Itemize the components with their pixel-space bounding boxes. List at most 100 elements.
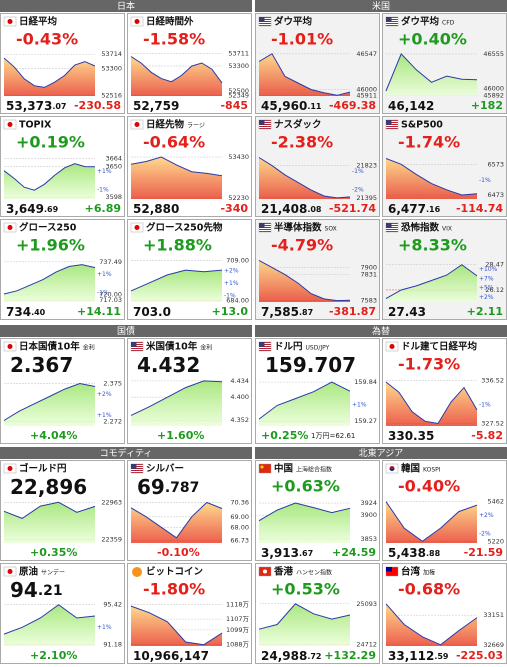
price-main: 6,477 [388,202,426,216]
pct-label: -1% [224,292,236,299]
change: -0.40% [398,477,460,496]
flag [130,222,144,233]
price-dec: .16 [426,205,441,214]
flag-stripe [259,345,271,346]
flag [130,16,144,27]
pct-label: +2% [97,391,112,398]
y-tick-label: 1118万 [226,600,250,608]
y-tick-label: 28.47 [485,261,504,269]
y-tick-label: 53430 [228,153,249,161]
change: -1.58% [143,30,205,49]
diff: +13.0 [212,305,249,318]
flag-canton [259,342,265,347]
panel-name: 台湾 [401,566,421,578]
panel-tag: CFD [442,20,455,27]
flag [385,463,399,474]
panel-name: 中国 [274,463,293,475]
diff: -5.82 [471,429,503,442]
price-main: 27.43 [388,305,426,319]
price-line [130,605,223,646]
price-line [3,264,96,295]
panel-name: 日経先物 [146,119,185,131]
price-main: 2.367 [10,353,73,377]
price: 10,966,147 [133,649,209,663]
pct-label: +7% [479,275,494,282]
panel-tag: ハンセン指数 [296,569,332,577]
y-tick-label: 46000 [356,85,377,93]
y-tick-label: 53300 [228,62,249,70]
area [131,56,222,96]
section-header [255,0,507,12]
area [4,383,95,426]
change: +1.60% [157,429,204,442]
panel-tag: 金利 [200,344,212,352]
change: -2.38% [271,133,333,152]
headline-price: 69.787 [137,475,199,499]
diff: +24.59 [332,546,376,559]
price-dec: .21 [38,583,63,599]
flag-dot [134,122,140,127]
price-line [385,381,478,425]
price-line [130,501,223,539]
flag [130,463,144,474]
change: +1.96% [16,236,85,255]
panel-name: 日経時間外 [146,16,194,28]
area [386,501,477,543]
price-main: 4.432 [137,353,200,377]
y-tick-label: 6573 [487,160,504,168]
price-line [258,53,351,96]
section-title: コモディティ [100,447,153,459]
y-tick-label: 6473 [487,191,504,199]
panel-name: 米国債10年 [145,341,198,353]
flag-star [260,465,264,469]
y-tick-label: 66.73 [230,537,249,545]
pct-label: +5% [479,285,494,292]
pct-label: -1% [479,177,491,184]
panel-name: 香港 [273,566,294,578]
y-tick-label: 52349 [228,92,249,100]
area [4,264,95,302]
flag-stripe [259,121,271,122]
flag-stripe [386,226,398,227]
diff: -225.03 [456,649,503,662]
panel-tag: サンデー [41,569,65,577]
y-tick-label: 3924 [360,499,377,507]
headline-price: 4.432 [137,353,200,377]
flag-dot [7,225,13,230]
area [4,502,95,543]
y-tick-label: 7831 [360,271,377,279]
y-tick-label: 68.00 [230,523,249,531]
price-line [258,502,351,522]
panel-name: ダウ平均 [274,16,313,28]
flag-stripe [131,345,143,346]
diff: -521.74 [329,202,376,215]
y-tick-label: 21823 [356,162,377,170]
y-tick-label: 25093 [356,600,377,608]
area [131,380,222,426]
panel [255,116,380,217]
footnote: 1万円=62.61 [311,432,355,440]
flag [130,119,144,130]
price-main: 3,913 [261,546,299,560]
flag-icon [258,463,272,474]
flag [3,463,17,474]
area [131,502,222,543]
flag-icon [132,567,142,577]
y-tick-label: 336.52 [481,376,504,384]
area [131,270,222,302]
area [386,603,477,646]
price-main: 53,373 [6,99,52,113]
price: 33,112.59 [388,649,449,663]
price-main: 24,988 [261,649,307,663]
y-tick-label: 1099万 [226,626,250,634]
pct-label: -1% [97,289,109,296]
diff: +2.11 [467,305,503,318]
price-main: 5,438 [388,546,426,560]
headline-price: 2.367 [10,353,73,377]
flag [3,341,17,352]
y-tick-label: 46000 [483,85,504,93]
price-main: 46,142 [388,99,434,113]
pct-label: +2% [224,268,239,275]
flag-stripe [131,349,143,350]
